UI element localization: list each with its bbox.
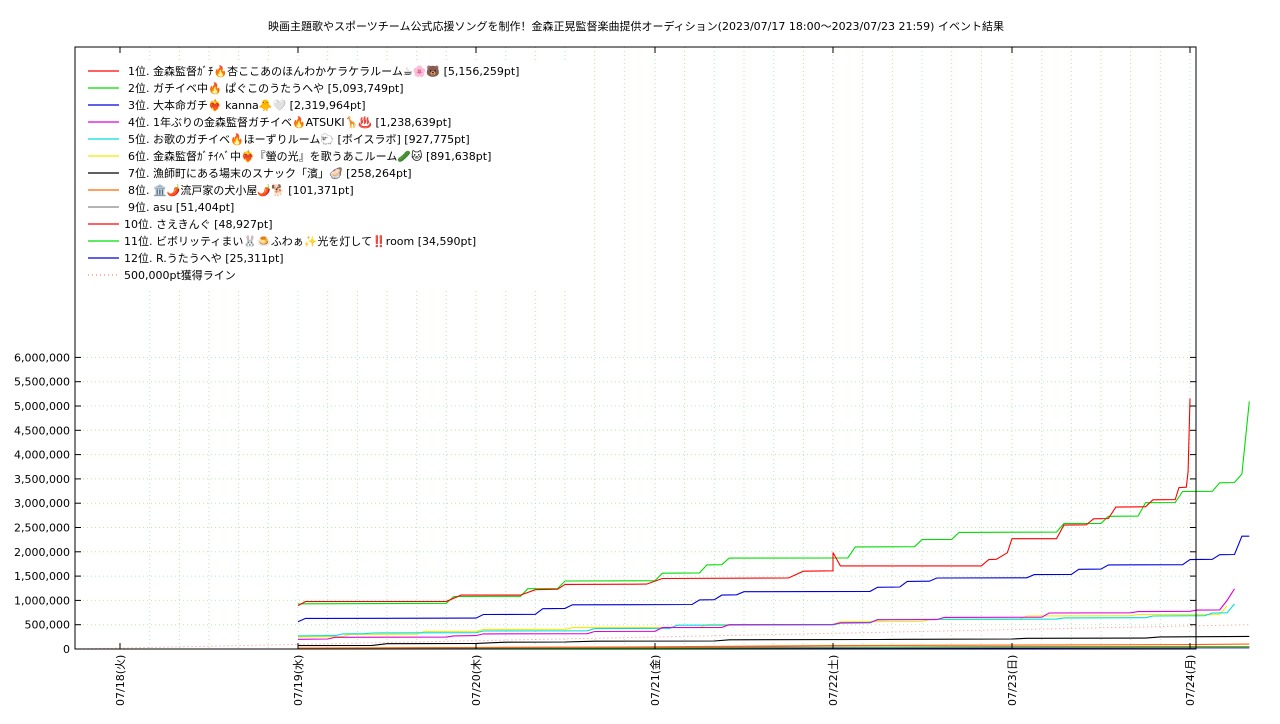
series-layer bbox=[297, 398, 1250, 650]
chart-subtitle: イベント結果 bbox=[938, 19, 1004, 33]
y-tick-label: 3,500,000 bbox=[14, 473, 70, 486]
y-tick-label: 500,000 bbox=[25, 619, 71, 632]
series-line-4 bbox=[297, 588, 1235, 640]
chart-title: 映画主題歌やスポーツチーム公式応援ソングを制作！金森正晃監督楽曲提供オーディショ… bbox=[268, 19, 934, 33]
x-tick-label: 07/24(月) bbox=[1184, 655, 1197, 706]
y-tick-label: 4,000,000 bbox=[14, 449, 70, 462]
x-tick-label: 07/19(水) bbox=[292, 655, 305, 706]
y-tick-label: 1,000,000 bbox=[14, 594, 70, 607]
series-line-2 bbox=[297, 401, 1250, 605]
legend-label: 2位. ガチイベ中🔥 ぱぐこのうたうへや [5,093,749pt] bbox=[128, 81, 404, 95]
series-line-1 bbox=[297, 398, 1191, 607]
x-tick-label: 07/21(金) bbox=[648, 655, 662, 706]
y-tick-label: 6,000,000 bbox=[14, 351, 70, 364]
legend-label: 8位. 🏛️🌶️流戸家の犬小屋🌶️🐕 [101,371pt] bbox=[128, 183, 354, 197]
legend-label: 12位. R.うたうへや [25,311pt] bbox=[124, 251, 284, 265]
x-tick-label: 07/18(火) bbox=[114, 655, 127, 706]
legend-label: 11位. ビボリッティまい🐰🍮ふわぁ✨光を灯して‼️room [34,590pt… bbox=[124, 234, 476, 248]
y-tick-label: 0 bbox=[63, 643, 70, 656]
y-tick-label: 2,500,000 bbox=[14, 522, 70, 535]
y-tick-label: 2,000,000 bbox=[14, 546, 70, 559]
y-tick-label: 4,500,000 bbox=[14, 424, 70, 437]
legend-label: 3位. 大本命ガチ❤️‍🔥 kanna🐥🤍 [2,319,964pt] bbox=[128, 98, 366, 112]
y-tick-label: 5,500,000 bbox=[14, 376, 70, 389]
axes: 0 500,000 1,000,000 1,500,000 2,000,000 2,500… bbox=[14, 47, 1197, 706]
x-tick-label: 07/23(日) bbox=[1006, 655, 1019, 706]
series-line-3 bbox=[297, 535, 1250, 623]
legend-label: 1位. 金森監督ｶﾞﾁ🔥杏ここあのほんわかケラケラルーム☕🌸🐻 [5,156,2… bbox=[128, 64, 519, 78]
y-tick-label: 3,000,000 bbox=[14, 497, 70, 510]
legend-label: 6位. 金森監督ｶﾞﾁｲﾍﾞ中❤️‍🔥『螢の光』を歌うあこルーム🥒🐱 [891,… bbox=[128, 149, 491, 163]
legend-label: 7位. 漁師町にある場末のスナック「濱」🦪 [258,264pt] bbox=[128, 166, 412, 180]
x-tick-label: 07/22(土) bbox=[827, 655, 840, 706]
grid bbox=[75, 47, 1196, 649]
x-tick-label: 07/20(木) bbox=[470, 655, 483, 706]
legend: 1位. 金森監督ｶﾞﾁ🔥杏ここあのほんわかケラケラルーム☕🌸🐻 [5,156,2… bbox=[80, 61, 585, 289]
legend-label: 500,000pt獲得ライン bbox=[124, 269, 236, 282]
legend-label: 9位. asu [51,404pt] bbox=[128, 200, 234, 214]
series-line-6 bbox=[297, 605, 1228, 638]
legend-label: 10位. さえきんぐ [48,927pt] bbox=[124, 217, 273, 231]
legend-background bbox=[80, 61, 585, 289]
plot-frame bbox=[74, 46, 1197, 650]
legend-label: 4位. 1年ぶりの金森監督ガチイベ🔥ATSUKI🦒♨️ [1,238,639pt… bbox=[128, 115, 451, 129]
series-line-7 bbox=[297, 635, 1250, 647]
legend-label: 5位. お歌のガチイベ🔥ほーずりルーム🐑 [ボイスラボ] [927,775pt] bbox=[128, 132, 470, 146]
y-tick-label: 1,500,000 bbox=[14, 570, 70, 583]
y-tick-label: 5,000,000 bbox=[14, 400, 70, 413]
